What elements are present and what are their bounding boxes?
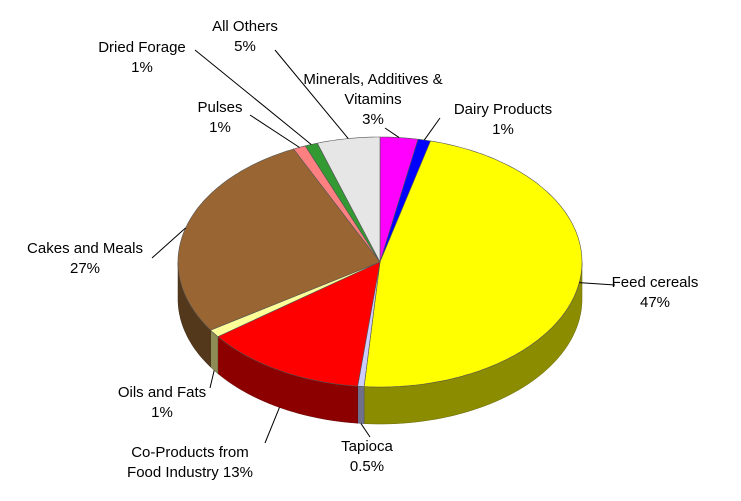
leader-line — [194, 49, 312, 145]
leader-line — [209, 370, 215, 389]
leader-line — [423, 117, 441, 141]
leader-line — [274, 49, 349, 139]
slice-label: Oils and Fats 1% — [107, 383, 217, 423]
value-label: 47% — [639, 294, 671, 311]
category-label: Dairy Products — [453, 101, 553, 118]
slice-label: Feed cereals 47% — [600, 273, 710, 313]
value-label: 1% — [131, 59, 153, 76]
slice-label: Co-Products from Food Industry 13% — [115, 443, 265, 483]
slice-label: Dried Forage 1% — [87, 38, 197, 78]
category-label: Pulses — [197, 99, 243, 116]
value-label: 1% — [209, 119, 231, 136]
value-label: 0.5% — [349, 458, 385, 475]
leader-line — [360, 423, 371, 438]
value-label: 1% — [151, 404, 173, 421]
leader-line — [151, 227, 186, 259]
slice-label: All Others 5% — [195, 17, 295, 57]
leader-line — [264, 407, 280, 444]
value-label: 3% — [362, 111, 384, 128]
slice-side — [357, 385, 365, 424]
leader-line — [249, 114, 300, 148]
slice — [177, 148, 381, 331]
slice-label: Pulses 1% — [180, 98, 260, 138]
category-label: Cakes and Meals — [27, 240, 143, 257]
slice-label: Minerals, Additives & Vitamins 3% — [298, 70, 448, 130]
slice-label: Tapioca 0.5% — [327, 437, 407, 477]
slice-label: Dairy Products 1% — [438, 100, 568, 140]
category-label: Dried Forage — [98, 39, 186, 56]
leader-line — [384, 127, 400, 138]
category-label: Co-Products from Food Industry — [127, 444, 249, 481]
slice-side — [210, 329, 219, 375]
leader-line — [579, 282, 616, 286]
category-label: Feed cereals — [611, 274, 699, 291]
value-label: 13% — [222, 464, 253, 481]
value-label: 27% — [69, 260, 101, 277]
category-label: All Others — [212, 18, 278, 35]
value-label: 1% — [492, 121, 514, 138]
category-label: Oils and Fats — [117, 384, 207, 401]
category-label: Minerals, Additives & Vitamins — [303, 71, 443, 108]
category-label: Tapioca — [341, 438, 393, 455]
slice — [316, 136, 381, 263]
slice-label: Cakes and Meals 27% — [15, 239, 155, 279]
slice — [217, 261, 381, 387]
value-label: 5% — [234, 38, 256, 55]
